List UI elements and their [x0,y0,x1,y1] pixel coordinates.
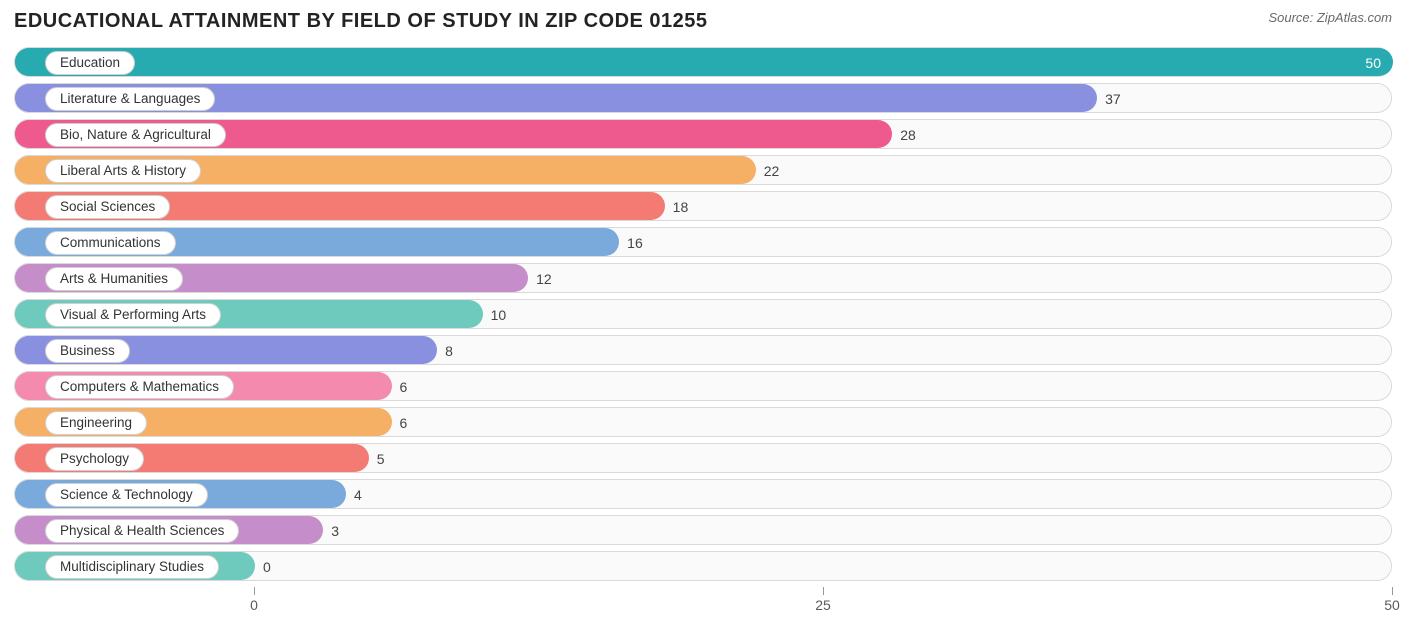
bar-row: Computers & Mathematics 6 [14,371,1392,401]
x-axis-tick [823,587,824,595]
bar-row: Physical & Health Sciences 3 [14,515,1392,545]
bar-left-cap [15,552,41,580]
chart-plot-area: Education50Literature & Languages37Bio, … [14,47,1392,581]
x-axis-tick-label: 25 [815,597,831,613]
bar-category-label: Social Sciences [45,195,170,219]
bar-value-label: 5 [369,444,385,474]
bar-category-label: Visual & Performing Arts [45,303,221,327]
x-axis-tick [1392,587,1393,595]
x-axis: 02550 [14,587,1392,617]
bar-category-label: Business [45,339,130,363]
bar-category-label: Bio, Nature & Agricultural [45,123,226,147]
bar-left-cap [15,192,41,220]
bar-left-cap [15,120,41,148]
bar-left-cap [15,408,41,436]
bar-category-label: Physical & Health Sciences [45,519,239,543]
bar-row: Arts & Humanities 12 [14,263,1392,293]
bar-left-cap [15,372,41,400]
bar-category-label: Education [45,51,135,75]
chart-title: EDUCATIONAL ATTAINMENT BY FIELD OF STUDY… [14,10,708,33]
bar-value-label: 10 [483,300,507,330]
bar-category-label: Science & Technology [45,483,208,507]
bar-value-label: 4 [346,480,362,510]
bar-value-label: 12 [528,264,552,294]
bar-value-label: 37 [1097,84,1121,114]
bar-row: Multidisciplinary Studies 0 [14,551,1392,581]
bar-left-cap [15,84,41,112]
bar-left-cap [15,516,41,544]
bar-left-cap [15,336,41,364]
bar-left-cap [15,228,41,256]
bar-value-label: 16 [619,228,643,258]
bar-value-label: 6 [392,372,408,402]
chart-source: Source: ZipAtlas.com [1268,10,1392,25]
x-axis-tick-label: 50 [1384,597,1400,613]
bar-value-label: 6 [392,408,408,438]
bar-left-cap [15,264,41,292]
bar-category-label: Communications [45,231,176,255]
bar-row: Visual & Performing Arts 10 [14,299,1392,329]
bar-row: Science & Technology 4 [14,479,1392,509]
chart-header: EDUCATIONAL ATTAINMENT BY FIELD OF STUDY… [14,10,1392,33]
bar-row: Communications 16 [14,227,1392,257]
bar-category-label: Engineering [45,411,147,435]
bar-left-cap [15,300,41,328]
bar-value-label: 22 [756,156,780,186]
bar-row: Bio, Nature & Agricultural 28 [14,119,1392,149]
bar-left-cap [15,480,41,508]
bar-row: Social Sciences 18 [14,191,1392,221]
bar-value-label: 8 [437,336,453,366]
bar-left-cap [15,444,41,472]
bar-category-label: Psychology [45,447,144,471]
bar-category-label: Liberal Arts & History [45,159,201,183]
bar-category-label: Literature & Languages [45,87,215,111]
bar-row: Psychology 5 [14,443,1392,473]
bar-row: Business 8 [14,335,1392,365]
bar-value-label: 3 [323,516,339,546]
bar-left-cap [15,156,41,184]
bar-value-label: 0 [255,552,271,582]
bar-row: Liberal Arts & History 22 [14,155,1392,185]
bar-value-label: 28 [892,120,916,150]
bar-row: Education50 [14,47,1392,77]
x-axis-tick [254,587,255,595]
x-axis-tick-label: 0 [250,597,258,613]
bar-row: Engineering 6 [14,407,1392,437]
bar-category-label: Multidisciplinary Studies [45,555,219,579]
bar-row: Literature & Languages 37 [14,83,1392,113]
bar-category-label: Arts & Humanities [45,267,183,291]
bar-category-label: Computers & Mathematics [45,375,234,399]
bar-value-label: 18 [665,192,689,222]
bar-value-label: 50 [15,48,1393,78]
